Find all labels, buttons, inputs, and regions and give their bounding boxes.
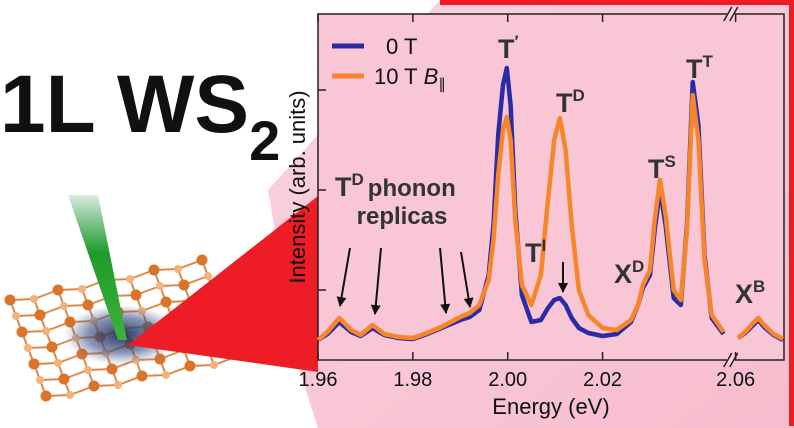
atom bbox=[78, 285, 86, 293]
legend-symbol: B bbox=[424, 64, 439, 89]
title-sub: 2 bbox=[249, 109, 280, 172]
annotation-text: T bbox=[525, 238, 542, 268]
legend-name: 10 T bbox=[374, 64, 418, 89]
atom bbox=[148, 264, 160, 276]
x-tick-label: 2.02 bbox=[583, 369, 622, 391]
atom bbox=[66, 391, 74, 399]
annotation: XB bbox=[735, 277, 765, 309]
atom bbox=[126, 275, 134, 283]
zoom-border bbox=[440, 0, 794, 426]
atom bbox=[106, 363, 118, 375]
atom bbox=[16, 326, 28, 338]
laser-beam bbox=[68, 195, 127, 340]
atom bbox=[130, 289, 142, 301]
atom bbox=[36, 376, 44, 384]
atom bbox=[204, 272, 212, 280]
atom bbox=[46, 341, 58, 353]
annotation-text: T bbox=[556, 88, 573, 118]
atom bbox=[30, 295, 38, 303]
atom bbox=[54, 359, 62, 367]
annotation-sup: B bbox=[753, 277, 765, 296]
annotation-text: X bbox=[735, 279, 753, 309]
axis-break-gap bbox=[726, 357, 735, 363]
annotation-sup: T bbox=[703, 52, 714, 71]
annotation: replicas bbox=[357, 203, 448, 230]
legend-label: 10 T B∥ bbox=[374, 64, 446, 93]
annotation-sup: D bbox=[632, 257, 644, 276]
atom bbox=[196, 254, 208, 266]
atom bbox=[114, 381, 122, 389]
atom bbox=[28, 358, 40, 370]
zoom-wedge bbox=[128, 196, 318, 372]
legend-name: 0 T bbox=[386, 34, 417, 59]
annotation: XD bbox=[614, 257, 644, 289]
atom bbox=[42, 327, 50, 335]
legend-subscript: ∥ bbox=[438, 76, 446, 93]
atom bbox=[156, 282, 164, 290]
arrow bbox=[336, 247, 351, 307]
x-tick-label: 2.00 bbox=[488, 369, 527, 391]
x-tick-label: 2.06 bbox=[716, 369, 755, 391]
annotation-sup: D bbox=[352, 170, 364, 189]
axis-break bbox=[729, 6, 739, 22]
arrow bbox=[370, 247, 382, 315]
annotation-sup: I bbox=[542, 236, 547, 255]
atom bbox=[34, 309, 46, 321]
axis-break-gap bbox=[726, 11, 735, 17]
annotation-text: T bbox=[648, 154, 665, 184]
x-tick-label: 1.96 bbox=[299, 369, 338, 391]
annotation: TD bbox=[556, 86, 585, 118]
atom bbox=[162, 371, 170, 379]
atom bbox=[58, 373, 70, 385]
annotation-sup: S bbox=[665, 152, 676, 171]
title-main: 1L WS bbox=[0, 59, 249, 150]
annotation-text: phonon bbox=[368, 175, 456, 202]
atom bbox=[4, 294, 16, 306]
annotation-text: X bbox=[614, 259, 632, 289]
atom bbox=[82, 299, 94, 311]
annotation: TS bbox=[648, 152, 676, 184]
atom bbox=[174, 265, 182, 273]
atom bbox=[12, 312, 20, 320]
x-tick-label: 1.98 bbox=[393, 369, 432, 391]
arrow bbox=[460, 251, 474, 308]
annotation-text: T bbox=[686, 54, 703, 84]
annotation-sup: D bbox=[573, 86, 585, 105]
axis-break bbox=[723, 6, 733, 22]
atom bbox=[24, 344, 32, 352]
atom bbox=[184, 360, 196, 372]
axis-break bbox=[729, 352, 739, 368]
atom bbox=[52, 284, 64, 296]
atom bbox=[88, 380, 100, 392]
figure-title: 1L WS2 bbox=[0, 59, 280, 172]
y-axis-label: Intensity (arb. units) bbox=[285, 90, 310, 283]
atom bbox=[160, 296, 172, 308]
x-axis-label: Energy (eV) bbox=[492, 394, 609, 419]
atom bbox=[210, 361, 218, 369]
atom bbox=[136, 370, 148, 382]
annotation: TT bbox=[686, 52, 714, 84]
atom bbox=[40, 390, 52, 402]
annotation: TI bbox=[525, 236, 546, 268]
atom bbox=[178, 279, 190, 291]
plot: 1.96 1.98 2.00 2.02 2.06 Energy (eV) Intensity… bbox=[285, 6, 785, 419]
series-line bbox=[316, 92, 785, 342]
annotation-text: T bbox=[498, 34, 515, 64]
annotation: TD phonon bbox=[335, 170, 456, 202]
atom bbox=[60, 302, 68, 310]
annotation: T′ bbox=[498, 32, 519, 64]
annotation-text: T bbox=[335, 172, 352, 202]
atom bbox=[84, 366, 92, 374]
arrow bbox=[439, 247, 451, 314]
legend-label: 0 T bbox=[386, 34, 417, 59]
axis-break bbox=[723, 352, 733, 368]
annotation-sup: ′ bbox=[515, 32, 519, 51]
